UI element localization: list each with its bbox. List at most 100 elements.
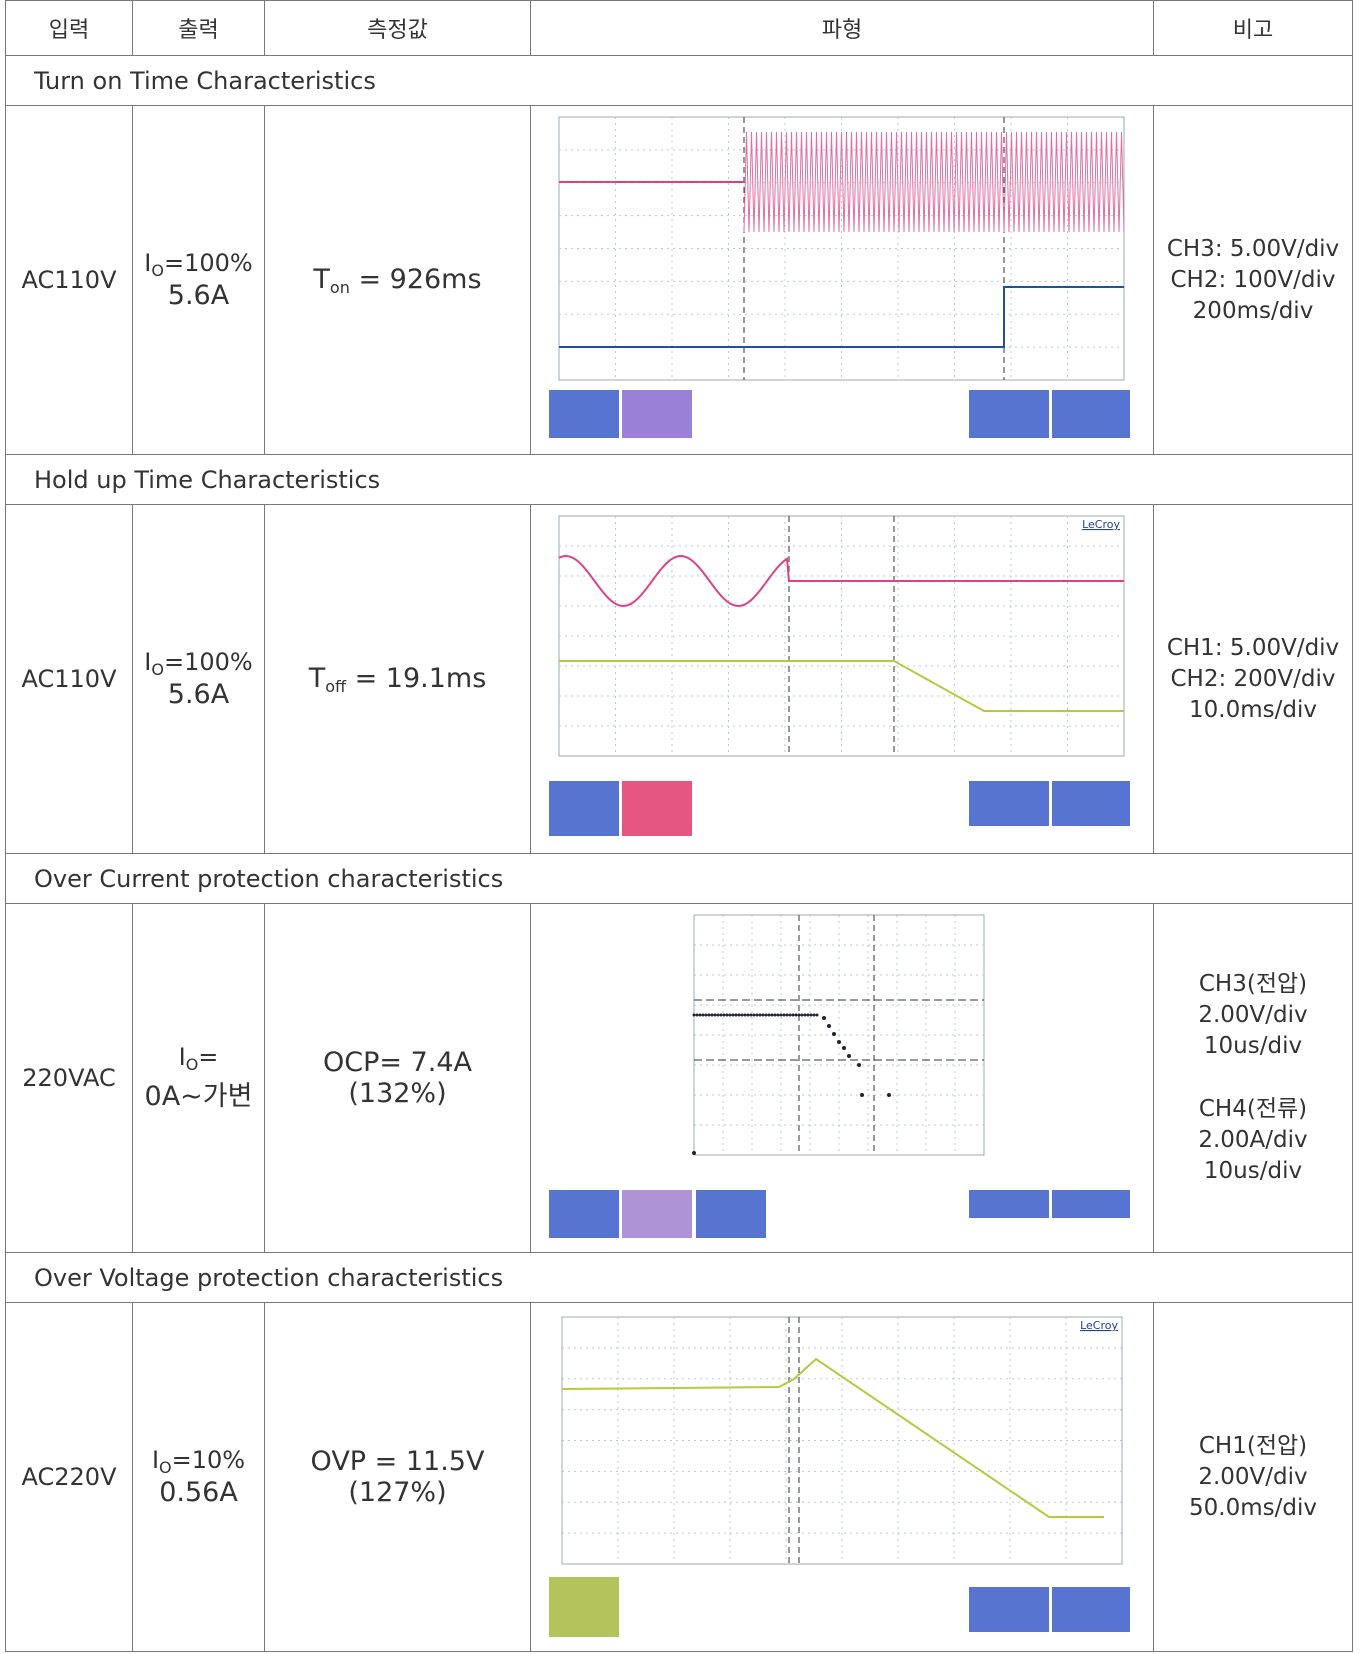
scope-dot (857, 1063, 861, 1067)
output-line2: 5.6A (133, 679, 264, 710)
input-cell: 220VAC (6, 904, 133, 1253)
output-rest: =100% (164, 648, 253, 676)
scope-dot (699, 1014, 702, 1017)
scope-dot (887, 1093, 891, 1097)
scope-dot (723, 1014, 726, 1017)
note-line: 2.00A/div (1154, 1125, 1352, 1156)
scope-dot (744, 1014, 747, 1017)
scope-dot (753, 1014, 756, 1017)
measure-rest: OVP = 11.5V (311, 1446, 485, 1477)
scope-dot (860, 1093, 864, 1097)
measure-rest: OCP= 7.4A (323, 1047, 472, 1078)
scope-dot (726, 1014, 729, 1017)
scope-brand: LeCroy (1080, 1319, 1118, 1332)
scope-dot (771, 1014, 774, 1017)
input-cell: AC110V (6, 106, 133, 455)
scope-dot (810, 1014, 813, 1017)
waveform-cell (531, 904, 1154, 1253)
scope-dot (774, 1014, 777, 1017)
measure-cell: Ton = 926ms (265, 106, 531, 455)
waveform-cell: LeCroy (531, 505, 1154, 854)
note-line: 2.00V/div (1154, 1000, 1352, 1031)
scope-dot (705, 1014, 708, 1017)
output-line: IO=100% (133, 648, 264, 679)
measure-cell: OVP = 11.5V(127%) (265, 1303, 531, 1652)
measure-rest: = 19.1ms (346, 663, 486, 694)
output-line: IO=100% (133, 249, 264, 280)
scope-dot (822, 1016, 826, 1020)
section-title: Over Voltage protection characteristics (6, 1253, 1353, 1303)
scope-dot (741, 1014, 744, 1017)
output-sub: O (186, 1055, 199, 1074)
note-line: CH2: 100V/div (1154, 265, 1352, 296)
scope-dot (708, 1014, 711, 1017)
output-line: IO=10% (133, 1446, 264, 1477)
scope-dot (804, 1014, 807, 1017)
scope-image: LeCroy (544, 511, 1140, 841)
measure-line: OVP = 11.5V (265, 1446, 530, 1477)
measure-symbol: T (309, 663, 326, 694)
output-line2: 5.6A (133, 280, 264, 311)
scope-dot (837, 1040, 841, 1044)
section-title: Turn on Time Characteristics (6, 56, 1353, 106)
scope-dot (783, 1014, 786, 1017)
note-line: 10.0ms/div (1154, 695, 1352, 726)
scope-dot (720, 1014, 723, 1017)
scope-dot (847, 1054, 851, 1058)
measure-sub: off (325, 677, 346, 696)
scope-dot (750, 1014, 753, 1017)
scope-dot (842, 1046, 846, 1050)
header-cell: 비고 (1154, 1, 1353, 56)
header-cell: 파형 (531, 1, 1154, 56)
note-line: 200ms/div (1154, 296, 1352, 327)
waveform-cell: LeCroy (531, 1303, 1154, 1652)
data-row: AC110VIO=100%5.6ATon = 926ms CH3: 5.00V/d… (6, 106, 1353, 455)
scope-dot (702, 1014, 705, 1017)
measure-line2: (127%) (265, 1477, 530, 1508)
section-row: Over Current protection characteristics (6, 854, 1353, 904)
info-box (1052, 1587, 1130, 1632)
scope-dot (765, 1014, 768, 1017)
scope-dot (756, 1014, 759, 1017)
info-box (549, 1577, 619, 1637)
scope-image (544, 112, 1140, 442)
measure-sub: on (330, 278, 350, 297)
info-box (622, 390, 692, 438)
measure-cell: Toff = 19.1ms (265, 505, 531, 854)
info-box (549, 390, 619, 438)
note-line: CH2: 200V/div (1154, 664, 1352, 695)
output-rest: =100% (164, 249, 253, 277)
output-sub: O (151, 261, 164, 280)
info-box (1052, 1190, 1130, 1218)
scope-dot (732, 1014, 735, 1017)
measure-line2: (132%) (265, 1078, 530, 1109)
output-symbol: I (152, 1446, 159, 1474)
scope-dot (816, 1014, 819, 1017)
scope-dot (692, 1151, 696, 1155)
info-box (969, 781, 1049, 826)
output-sub: O (159, 1458, 172, 1477)
info-box (1052, 781, 1130, 826)
output-sub: O (151, 660, 164, 679)
scope-image (544, 910, 1140, 1240)
output-cell: IO=0A~가변 (133, 904, 265, 1253)
note-line: 50.0ms/div (1154, 1493, 1352, 1524)
notes-cell: CH1(전압)2.00V/div50.0ms/div (1154, 1303, 1353, 1652)
scope-dot (747, 1014, 750, 1017)
info-box (969, 1190, 1049, 1218)
input-cell: AC110V (6, 505, 133, 854)
output-rest: = (198, 1043, 218, 1071)
page: 입력출력측정값파형비고Turn on Time CharacteristicsA… (0, 0, 1361, 1654)
info-box (549, 1190, 619, 1238)
output-symbol: I (179, 1043, 186, 1071)
section-title: Over Current protection characteristics (6, 854, 1353, 904)
data-row: AC220VIO=10%0.56AOVP = 11.5V(127%)LeCroy… (6, 1303, 1353, 1652)
scope-dot (832, 1032, 836, 1036)
note-line: 10us/div (1154, 1031, 1352, 1062)
scope-image: LeCroy (544, 1309, 1140, 1639)
scope-dot (738, 1014, 741, 1017)
info-box (549, 781, 619, 836)
